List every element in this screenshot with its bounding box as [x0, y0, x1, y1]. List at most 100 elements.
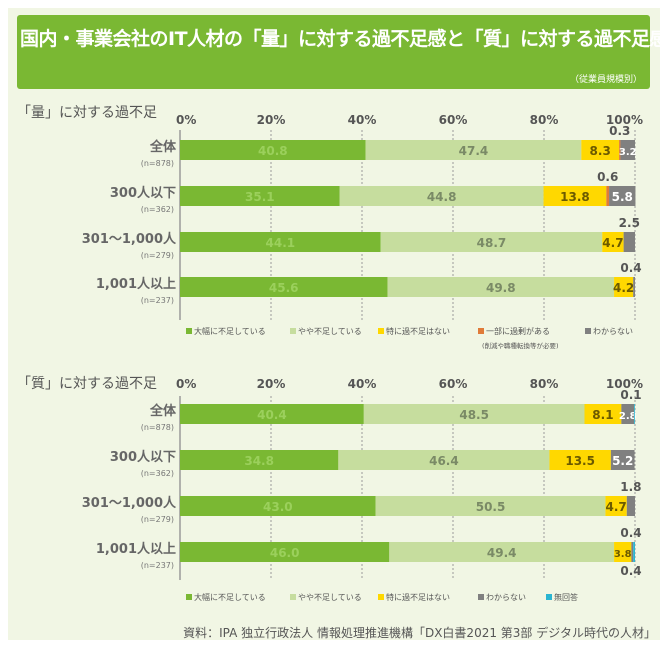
category-label: 全体: [149, 139, 177, 155]
bar-segment: [581, 140, 620, 160]
x-tick-label: 40%: [348, 113, 377, 127]
legend-swatch: [186, 594, 192, 600]
legend-label: 無回答: [554, 592, 578, 602]
legend-label: わからない: [593, 327, 633, 336]
x-tick-label: 80%: [530, 377, 559, 391]
bar-segment: [387, 277, 615, 297]
data-label: 34.8: [244, 454, 274, 468]
category-note: (n=362): [141, 469, 174, 478]
bar-segment: [365, 140, 582, 160]
x-tick-label: 80%: [530, 113, 559, 127]
x-tick-label: 20%: [257, 377, 286, 391]
x-tick-label: 0%: [176, 377, 196, 391]
x-tick-label: 40%: [348, 377, 377, 391]
bar-segment: [631, 542, 634, 562]
bar-segment: [605, 496, 627, 516]
category-label: 300人以下: [110, 449, 176, 465]
bar-segment: [633, 542, 635, 562]
legend-label: 一部に過剰がある: [486, 326, 550, 336]
data-label: 48.5: [459, 408, 489, 422]
legend-swatch: [186, 328, 192, 334]
data-label: 3.8: [614, 549, 632, 560]
data-label: 0.1: [620, 388, 641, 402]
data-label: 4.7: [602, 236, 623, 250]
bar-segment: [380, 232, 603, 252]
category-note: (n=237): [141, 296, 174, 305]
legend-swatch: [378, 594, 384, 600]
data-label: 50.5: [476, 500, 506, 514]
bar-segment: [338, 450, 550, 470]
x-tick-label: 100%: [606, 377, 643, 391]
bar-segment: [180, 232, 381, 252]
section-title-0: 「量」に対する過不足: [17, 105, 157, 121]
legend-swatch: [478, 328, 484, 334]
bar-segment: [339, 186, 544, 206]
category-note: (n=279): [141, 515, 174, 524]
legend-label: 特に過不足はない: [386, 592, 450, 602]
legend-swatch: [290, 594, 296, 600]
bar-segment: [180, 186, 340, 206]
bar-segment: [619, 140, 621, 160]
category-note: (n=279): [141, 251, 174, 260]
category-label: 300人以下: [110, 185, 176, 201]
bar-segment: [180, 140, 366, 160]
data-label: 4.2: [613, 281, 634, 295]
x-tick-label: 100%: [606, 113, 643, 127]
x-tick-label: 60%: [439, 377, 468, 391]
data-label: 4.7: [605, 500, 626, 514]
data-label: 0.3: [609, 124, 630, 138]
data-label: 2.8: [619, 411, 637, 422]
category-label: 全体: [149, 403, 177, 419]
data-label: 0.6: [597, 170, 618, 184]
category-label: 301～1,000人: [82, 495, 177, 511]
chart-title: 国内・事業会社のIT人材の「量」に対する過不足感と「質」に対する過不足感: [20, 28, 668, 50]
data-label: 49.4: [487, 546, 517, 560]
bar-segment: [620, 140, 635, 160]
data-label: 0.4: [620, 261, 641, 275]
bar-segment: [363, 404, 585, 424]
legend-swatch: [378, 328, 384, 334]
data-label: 2.5: [619, 216, 640, 230]
bar-segment: [614, 542, 632, 562]
category-label: 1,001人以上: [96, 276, 176, 292]
chart-subtitle: （従業員規模別）: [569, 75, 642, 85]
data-label: 0.4: [620, 564, 641, 578]
bar-segment: [602, 232, 624, 252]
bar-segment: [584, 404, 622, 424]
data-label: 40.8: [258, 144, 288, 158]
bar-segment: [610, 450, 635, 470]
bar-segment: [180, 277, 388, 297]
data-label: 43.0: [263, 500, 293, 514]
data-label: 13.5: [565, 454, 595, 468]
x-tick-label: 20%: [257, 113, 286, 127]
bar-segment: [180, 542, 390, 562]
data-label: 48.7: [477, 236, 507, 250]
bar-segment: [634, 404, 635, 424]
data-label: 46.0: [270, 546, 300, 560]
data-label: 44.1: [266, 236, 296, 250]
data-label: 47.4: [459, 144, 489, 158]
bar-segment: [180, 450, 339, 470]
data-label: 40.4: [257, 408, 287, 422]
x-tick-label: 0%: [176, 113, 196, 127]
bar-segment: [180, 496, 376, 516]
category-note: (n=878): [141, 159, 174, 168]
x-tick-label: 60%: [439, 113, 468, 127]
source-note: 資料：IPA 独立行政法人 情報処理推進機構「DX白書2021 第3部 デジタル…: [183, 626, 656, 640]
bar-segment: [180, 404, 364, 424]
data-label: 5.2: [612, 454, 633, 468]
bar-segment: [549, 450, 611, 470]
data-label: 44.8: [427, 190, 457, 204]
legend-label: 大幅に不足している: [194, 326, 266, 336]
category-label: 301～1,000人: [82, 231, 177, 247]
bar-segment: [623, 232, 635, 252]
data-label: 1.8: [620, 480, 641, 494]
data-label: 46.4: [429, 454, 459, 468]
legend-swatch: [546, 594, 552, 600]
bar-segment: [543, 186, 607, 206]
title-bar: [17, 15, 650, 89]
data-label: 45.6: [269, 281, 299, 295]
chart-panel: [8, 8, 660, 640]
bar-segment: [389, 542, 615, 562]
legend-note: (削減や職種転換等が必要): [482, 341, 559, 350]
